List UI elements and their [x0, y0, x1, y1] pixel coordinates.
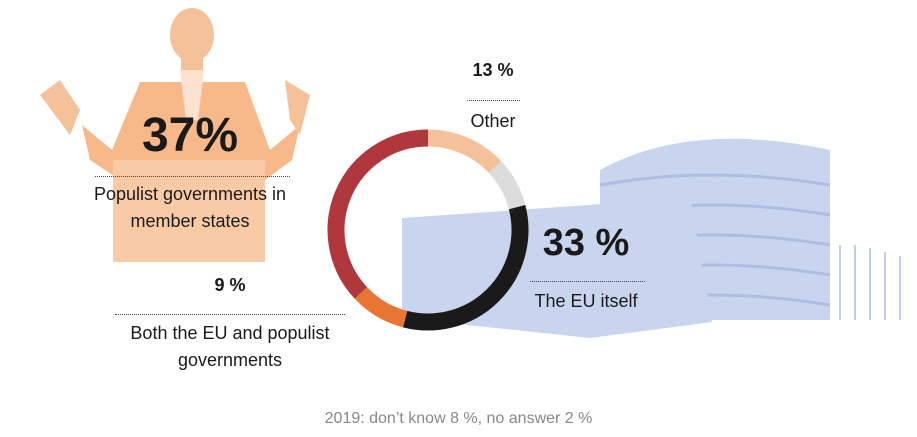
donut-segment — [403, 205, 529, 331]
category-label: Other — [470, 111, 516, 131]
building-illustration — [402, 138, 901, 338]
donut-segment — [488, 161, 526, 210]
leader-rule — [467, 100, 520, 101]
footnote: 2019: don’t know 8 %, no answer 2 % — [324, 410, 593, 427]
value-label: 13 % — [472, 60, 514, 80]
category-label: The EU itself — [534, 291, 638, 311]
donut-segment — [327, 129, 429, 299]
leader-rule — [530, 281, 645, 282]
leader-rule — [95, 176, 290, 177]
donut-segment — [354, 286, 408, 328]
category-label: Both the EU and populist governments — [130, 323, 330, 370]
value-label: 9 % — [214, 275, 246, 295]
value-label: 37% — [141, 109, 239, 162]
leader-rule — [115, 314, 345, 315]
person-illustration — [40, 8, 310, 262]
donut-segment — [427, 129, 502, 174]
category-label: Populist governments in member states — [93, 184, 287, 231]
value-label: 33 % — [542, 222, 630, 264]
